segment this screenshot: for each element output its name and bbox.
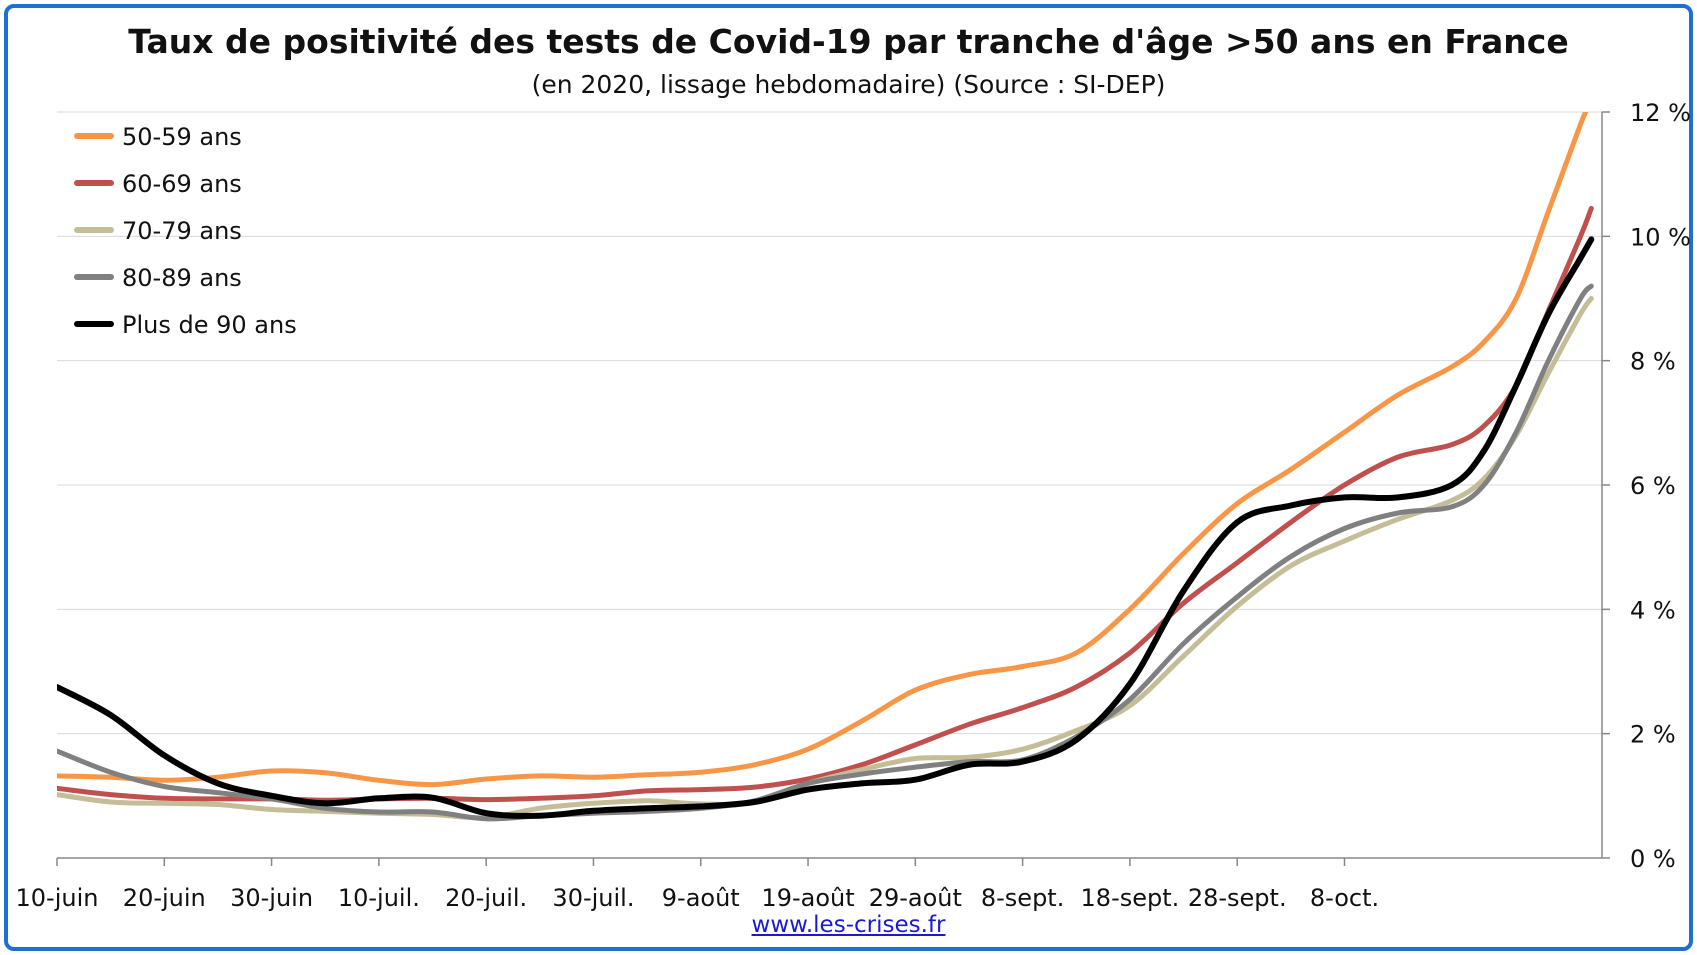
series-line-50-59-ans — [57, 112, 1589, 788]
y-tick-label: 4 % — [1630, 596, 1676, 624]
x-tick-label: 8-oct. — [1310, 884, 1379, 912]
x-tick-label: 20-juin — [123, 884, 206, 912]
x-tick-label: 29-août — [869, 884, 962, 912]
series-line-60-69-ans — [57, 205, 1594, 803]
y-tick-label: 12 % — [1630, 99, 1691, 127]
x-tick-label: 20-juil. — [445, 884, 527, 912]
y-tick-label: 6 % — [1630, 472, 1676, 500]
y-tick-label: 0 % — [1630, 845, 1676, 873]
x-tick-label: 28-sept. — [1188, 884, 1287, 912]
series-line-plus-de-90-ans — [57, 236, 1595, 819]
chart-frame — [4, 4, 1693, 951]
x-tick-label: 8-sept. — [981, 884, 1064, 912]
x-tick-label: 19-août — [761, 884, 854, 912]
x-tick-label: 30-juin — [230, 884, 313, 912]
x-tick-label: 18-sept. — [1081, 884, 1180, 912]
legend-label: 80-89 ans — [122, 264, 242, 292]
y-tick-label: 2 % — [1630, 721, 1676, 749]
x-axis: 10-juin 20-juin 30-juin 10-juil. 20-juil. 30-… — [16, 858, 1379, 912]
series-line-80-89-ans — [57, 283, 1594, 822]
y-axis: 0 % 2 % 4 % 6 % 8 % 10 % 12 % — [1602, 99, 1691, 873]
chart-title: Taux de positivité des tests de Covid-19… — [128, 22, 1569, 61]
y-tick-label: 8 % — [1630, 348, 1676, 376]
x-tick-label: 10-juil. — [338, 884, 420, 912]
y-tick-label: 10 % — [1630, 223, 1691, 251]
legend-label: 50-59 ans — [122, 123, 242, 151]
x-tick-label: 10-juin — [16, 884, 99, 912]
legend: 50-59 ans 60-69 ans 70-79 ans 80-89 ans Plus… — [74, 123, 297, 339]
source-link[interactable]: www.les-crises.fr — [751, 912, 946, 938]
gridlines — [57, 111, 1602, 735]
legend-label: 70-79 ans — [122, 217, 242, 245]
series-lines — [57, 112, 1595, 822]
x-tick-label: 30-juil. — [552, 884, 634, 912]
legend-label: 60-69 ans — [122, 170, 242, 198]
x-tick-label: 9-août — [662, 884, 740, 912]
chart-subtitle: (en 2020, lissage hebdomadaire) (Source … — [531, 70, 1166, 99]
legend-label: Plus de 90 ans — [122, 311, 297, 339]
